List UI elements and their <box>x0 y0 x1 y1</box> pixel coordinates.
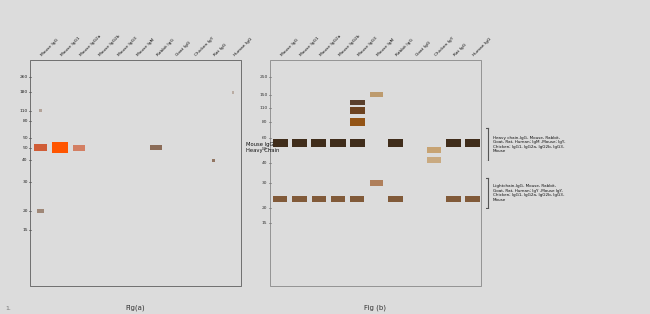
Text: Chicken IgY: Chicken IgY <box>194 37 215 57</box>
Text: Goat IgG: Goat IgG <box>415 41 432 57</box>
Bar <box>446 196 460 202</box>
Text: Rabbit IgG: Rabbit IgG <box>156 38 175 57</box>
Text: 15: 15 <box>22 228 28 232</box>
Bar <box>39 109 42 112</box>
Bar <box>52 143 68 153</box>
Text: 110: 110 <box>259 106 268 110</box>
Bar <box>427 157 441 163</box>
Text: Rabbit IgG: Rabbit IgG <box>396 38 415 57</box>
Bar <box>311 139 326 147</box>
Text: 30: 30 <box>22 180 28 184</box>
Bar <box>388 139 403 147</box>
Bar <box>311 196 326 202</box>
Bar <box>150 145 162 150</box>
Text: Human IgG: Human IgG <box>233 37 253 57</box>
Text: Rat IgG: Rat IgG <box>213 43 228 57</box>
Text: 40: 40 <box>262 160 268 165</box>
Text: Fig(a): Fig(a) <box>125 305 146 311</box>
Text: Mouse IgM: Mouse IgM <box>376 38 396 57</box>
Text: 20: 20 <box>262 206 268 210</box>
Text: 20: 20 <box>22 209 28 213</box>
Text: Mouse IgG2b: Mouse IgG2b <box>98 35 121 57</box>
Text: Mouse IgM: Mouse IgM <box>136 38 156 57</box>
Text: 250: 250 <box>259 75 268 78</box>
Bar <box>331 196 345 202</box>
Text: 30: 30 <box>262 181 268 185</box>
Bar <box>350 107 365 114</box>
Text: Mouse IgG: Mouse IgG <box>280 38 300 57</box>
Text: 150: 150 <box>259 93 268 97</box>
Bar <box>292 196 307 202</box>
Text: Mouse IgG1: Mouse IgG1 <box>60 36 81 57</box>
Text: 15: 15 <box>262 221 268 225</box>
Text: Mouse IgG1: Mouse IgG1 <box>300 36 320 57</box>
Bar <box>350 139 365 147</box>
Text: 50: 50 <box>22 146 28 150</box>
Text: 260: 260 <box>20 75 28 78</box>
Bar <box>465 139 480 147</box>
Text: 60: 60 <box>262 136 268 140</box>
Text: Lightchain-IgG- Mouse, Rabbit,
Goat, Rat, Human; IgY -Mouse IgY-
Chicken; IgG1, : Lightchain-IgG- Mouse, Rabbit, Goat, Rat… <box>493 184 564 202</box>
Bar <box>350 196 365 202</box>
Bar <box>34 144 47 151</box>
Text: Mouse IgG
Heavy Chain: Mouse IgG Heavy Chain <box>246 143 280 153</box>
Text: Fig (b): Fig (b) <box>365 305 386 311</box>
Text: 50: 50 <box>22 136 28 140</box>
Bar <box>212 159 215 162</box>
Bar <box>350 118 365 126</box>
Text: 1.: 1. <box>5 306 11 311</box>
Bar <box>465 196 480 202</box>
Text: Rat IgG: Rat IgG <box>453 43 467 57</box>
Bar <box>446 139 461 147</box>
Bar <box>389 196 403 202</box>
Bar <box>427 147 441 154</box>
Bar <box>350 100 365 105</box>
Text: Goat IgG: Goat IgG <box>175 41 192 57</box>
Bar <box>231 91 234 94</box>
Bar <box>330 139 346 147</box>
Bar <box>292 139 307 147</box>
Text: 180: 180 <box>20 90 28 95</box>
Text: 50: 50 <box>262 147 268 151</box>
Bar <box>37 209 44 213</box>
Text: 40: 40 <box>22 158 28 162</box>
Bar <box>370 92 383 97</box>
Text: Mouse IgG2a: Mouse IgG2a <box>79 35 102 57</box>
Text: Mouse IgG3: Mouse IgG3 <box>118 36 138 57</box>
Bar <box>273 139 288 147</box>
Text: Mouse IgG: Mouse IgG <box>40 38 60 57</box>
Bar <box>273 196 287 202</box>
Bar <box>370 180 383 186</box>
Text: 80: 80 <box>22 119 28 123</box>
Text: Heavy chain-IgG- Mouse, Rabbit,
Goat, Rat, Human; IgM -Mouse; IgY-
Chicken; IgG1: Heavy chain-IgG- Mouse, Rabbit, Goat, Ra… <box>493 136 565 153</box>
Text: 110: 110 <box>20 109 28 112</box>
Text: Chicken IgY: Chicken IgY <box>434 37 455 57</box>
Text: Mouse IgG2b: Mouse IgG2b <box>338 35 361 57</box>
Text: Human IgG: Human IgG <box>473 37 493 57</box>
Text: Mouse IgG2a: Mouse IgG2a <box>318 35 342 57</box>
Text: 80: 80 <box>262 120 268 124</box>
Bar <box>73 145 85 151</box>
Text: Mouse IgG3: Mouse IgG3 <box>358 36 378 57</box>
